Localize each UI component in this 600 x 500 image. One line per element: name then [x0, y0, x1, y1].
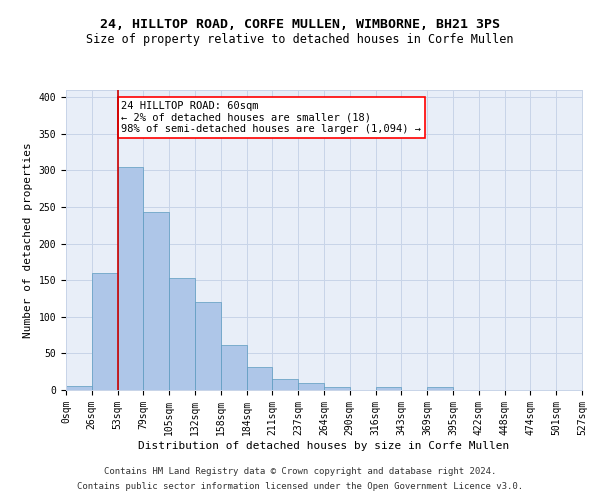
- Bar: [298, 384, 324, 390]
- Bar: [324, 387, 350, 390]
- Text: 24, HILLTOP ROAD, CORFE MULLEN, WIMBORNE, BH21 3PS: 24, HILLTOP ROAD, CORFE MULLEN, WIMBORNE…: [100, 18, 500, 30]
- Bar: [272, 379, 298, 390]
- Text: Contains HM Land Registry data © Crown copyright and database right 2024.: Contains HM Land Registry data © Crown c…: [104, 467, 496, 476]
- Text: Size of property relative to detached houses in Corfe Mullen: Size of property relative to detached ho…: [86, 32, 514, 46]
- Bar: [118, 167, 143, 390]
- Y-axis label: Number of detached properties: Number of detached properties: [23, 142, 33, 338]
- Bar: [376, 387, 401, 390]
- Bar: [169, 278, 195, 390]
- Bar: [221, 344, 247, 390]
- Text: Contains public sector information licensed under the Open Government Licence v3: Contains public sector information licen…: [77, 482, 523, 491]
- Bar: [195, 302, 221, 390]
- Text: 24 HILLTOP ROAD: 60sqm
← 2% of detached houses are smaller (18)
98% of semi-deta: 24 HILLTOP ROAD: 60sqm ← 2% of detached …: [121, 101, 421, 134]
- Bar: [92, 273, 118, 390]
- Bar: [427, 387, 453, 390]
- X-axis label: Distribution of detached houses by size in Corfe Mullen: Distribution of detached houses by size …: [139, 440, 509, 450]
- Bar: [247, 368, 272, 390]
- Bar: [143, 212, 169, 390]
- Bar: [66, 386, 92, 390]
